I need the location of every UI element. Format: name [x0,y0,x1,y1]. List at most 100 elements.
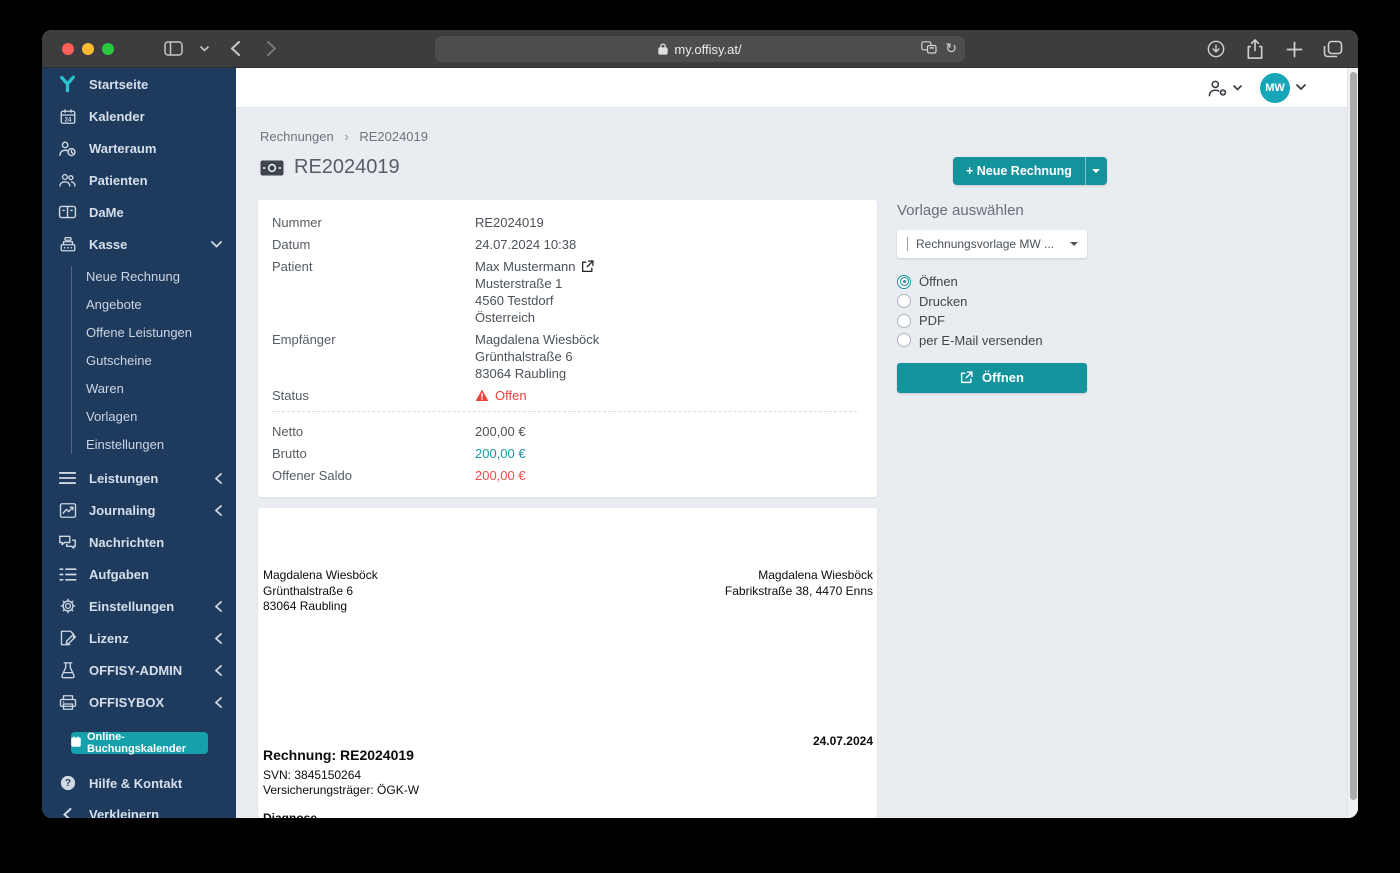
share-icon[interactable] [1244,38,1266,60]
sidebar-item-label: Warteraum [89,140,157,156]
status-badge: Offen [475,387,527,404]
new-invoice-dropdown-button[interactable] [1084,157,1107,185]
license-icon [57,628,78,648]
patient-address-line: Musterstraße 1 [475,276,563,291]
new-invoice-button[interactable]: + Neue Rechnung [966,164,1072,178]
sidebar-subitem-angebote[interactable]: Angebote [42,290,236,318]
new-tab-icon[interactable] [1283,38,1305,60]
minimize-window-button[interactable] [82,42,94,55]
account-menu[interactable]: MW [1260,72,1306,103]
sidebar-toggle-icon[interactable] [162,38,184,60]
sidebar-item-label: OFFISYBOX [89,694,165,710]
reload-icon[interactable]: ↻ [945,41,957,57]
pdf-clipped-line: Diagnose [263,811,318,818]
chevron-left-icon [215,664,222,676]
open-invoice-button[interactable]: Öffnen [897,362,1087,393]
avatar[interactable]: MW [1260,72,1290,103]
radio-label: per E-Mail versenden [919,332,1043,348]
external-link-icon[interactable] [581,260,594,273]
recipient-line: Magdalena Wiesböck [475,332,600,347]
user-switch-menu[interactable] [1207,79,1242,97]
patient-link[interactable]: Max Mustermann [475,259,576,274]
maximize-window-button[interactable] [102,42,114,55]
svg-text:24: 24 [64,117,71,123]
sidebar-item-label: Verkleinern [89,806,160,819]
cash-register-icon [57,234,78,254]
close-window-button[interactable] [62,42,74,55]
sidebar-item-lizenz[interactable]: Lizenz [42,622,236,654]
back-button[interactable] [224,38,246,60]
radio-option-email[interactable]: per E-Mail versenden [897,333,1087,348]
forward-button[interactable] [260,38,282,60]
scrollbar-track[interactable] [1347,68,1358,818]
translate-icon[interactable] [921,41,937,57]
sidebar-item-label: Startseite [89,76,149,92]
sidebar-item-leistungen[interactable]: Leistungen [42,462,236,494]
calendar-small-icon [71,736,81,750]
svg-text:?: ? [65,778,71,789]
sidebar-item-nachrichten[interactable]: Nachrichten [42,526,236,558]
subitem-label: Einstellungen [86,436,165,452]
radio-icon[interactable] [897,313,911,328]
help-icon: ? [57,773,78,793]
sidebar-item-aufgaben[interactable]: Aufgaben [42,558,236,590]
sidebar-subitem-waren[interactable]: Waren [42,374,236,402]
downloads-icon[interactable] [1205,38,1227,60]
main-content: Rechnungen › RE2024019 RE2024019 + Neue … [236,108,1358,818]
template-select[interactable]: Rechnungsvorlage MW ... [897,230,1087,258]
scrollbar-thumb[interactable] [1349,72,1357,800]
tab-overview-icon[interactable] [1322,38,1344,60]
chevron-left-icon [215,504,222,516]
new-invoice-split-button: + Neue Rechnung [953,157,1107,185]
sidebar-item-kalender[interactable]: 24 Kalender [42,100,236,132]
pdf-sender-address: Magdalena Wiesböck Grünthalstraße 6 8306… [263,568,378,613]
radio-icon[interactable] [897,294,911,308]
sidebar-item-hilfe-kontakt[interactable]: ? Hilfe & Kontakt [42,767,236,799]
sidebar-item-startseite[interactable]: Startseite [42,68,236,100]
sidebar-item-label: Kalender [89,108,145,124]
sidebar-item-einstellungen[interactable]: Einstellungen [42,590,236,622]
chevron-down-icon [211,240,222,248]
booking-button-label: Online-Buchungskalender [87,731,187,755]
radio-selected-icon[interactable] [897,274,911,289]
sidebar-item-label: Aufgaben [89,566,149,582]
sidebar-item-patienten[interactable]: Patienten [42,164,236,196]
subitem-label: Vorlagen [86,408,138,424]
sidebar-item-offisybox[interactable]: OFFISYBOX [42,686,236,718]
sidebar-item-journaling[interactable]: Journaling [42,494,236,526]
sidebar-item-dame[interactable]: DaMe [42,196,236,228]
sidebar-item-label: Leistungen [89,470,159,486]
invoice-icon [260,160,284,175]
sidebar-subitem-offene-leistungen[interactable]: Offene Leistungen [42,318,236,346]
radio-icon[interactable] [897,333,911,347]
sidebar-item-warteraum[interactable]: Warteraum [42,132,236,164]
open-balance-value: 200,00 € [475,467,526,483]
sidebar-item-verkleinern[interactable]: Verkleinern [42,798,236,818]
online-booking-calendar-button[interactable]: Online-Buchungskalender [71,731,208,755]
sidebar-item-kasse[interactable]: Kasse [42,228,236,260]
traffic-lights [62,42,114,55]
radio-option-oeffnen[interactable]: Öffnen [897,274,1087,289]
breadcrumb-separator: › [344,129,349,144]
sidebar-chevron-icon[interactable] [198,38,210,60]
radio-option-pdf[interactable]: PDF [897,313,1087,328]
total-label: Brutto [272,445,307,461]
breadcrumb: Rechnungen › RE2024019 [260,129,428,144]
sidebar-subitem-neue-rechnung[interactable]: Neue Rechnung [42,262,236,290]
breadcrumb-rechnungen[interactable]: Rechnungen [260,129,334,144]
output-option-group: Öffnen Drucken PDF per E-Mail versenden [897,274,1087,348]
caret-down-icon [1070,242,1078,246]
subitem-label: Angebote [86,296,142,312]
offisy-logo-icon [57,74,78,94]
sidebar-item-label: Einstellungen [89,598,175,614]
sidebar-subitem-einstellungen[interactable]: Einstellungen [42,430,236,458]
radio-option-drucken[interactable]: Drucken [897,294,1087,309]
radio-label: PDF [919,313,945,328]
browser-titlebar: my.offisy.at/ ↻ [42,30,1358,68]
sidebar-subitem-vorlagen[interactable]: Vorlagen [42,402,236,430]
detail-value: RE2024019 [475,215,544,230]
sidebar-subitem-gutscheine[interactable]: Gutscheine [42,346,236,374]
subitem-label: Neue Rechnung [86,268,180,284]
address-bar[interactable]: my.offisy.at/ ↻ [435,36,965,62]
sidebar-item-offisy-admin[interactable]: OFFISY-ADMIN [42,654,236,686]
